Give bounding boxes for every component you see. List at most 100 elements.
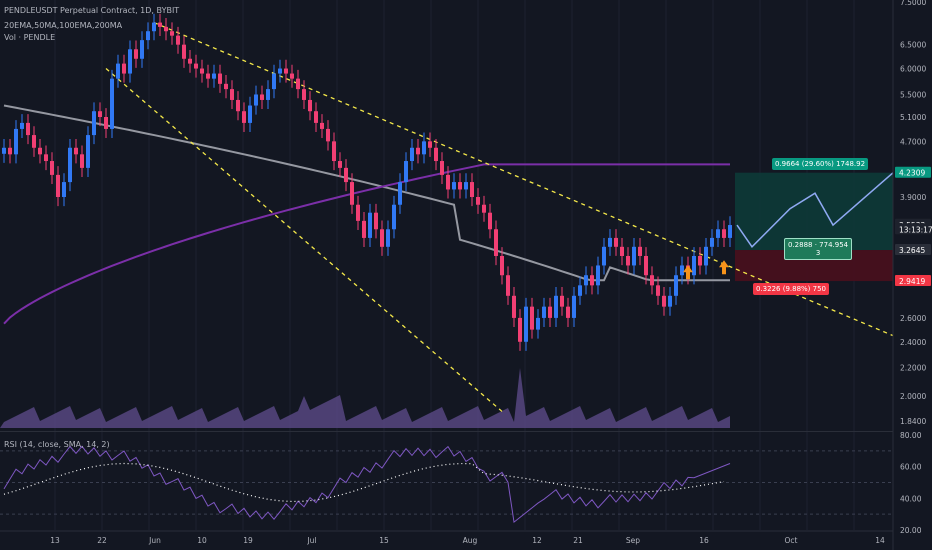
candle-body [716,229,720,238]
price-badge [895,166,931,178]
candle-body [2,147,6,154]
symbol-legend[interactable]: PENDLEUSDT Perpetual Contract, 1D, BYBIT [4,6,180,15]
candle-body [494,229,498,256]
rsi-tick-label: 20.00 [900,526,922,535]
candle-body [608,237,612,247]
candle-body [518,317,522,342]
candle-body [680,265,684,276]
time-tick-label: 22 [97,536,107,545]
candle-body [572,295,576,318]
moving-averages [3,104,730,325]
price-tick-label: 6.5000 [900,41,926,50]
candle-body [170,31,174,36]
price-badge [895,223,931,235]
candle-body [122,63,126,74]
candle-body [158,22,162,27]
candle-body [152,22,156,32]
price-tick-label: 5.5000 [900,90,926,99]
time-tick-label: 21 [573,536,583,545]
candle-body [380,229,384,247]
rsi-line [3,445,731,524]
candle-body [296,78,300,90]
candle-body [410,147,414,162]
projection-line [736,172,894,248]
price-tick-label: 3.9000 [900,193,926,202]
candle-body [320,122,324,129]
price-tick-label: 4.7000 [900,137,926,146]
position-zones [735,172,893,282]
candle-body [704,246,708,266]
time-tick-label: 19 [243,536,253,545]
candle-body [164,26,168,32]
price-axis[interactable]: 7.5000 6.5000 6.0000 5.5000 5.1000 4.7000 4.23… [892,0,932,550]
ma-legend[interactable]: 20EMA,50MA,100EMA,200MA [4,21,123,30]
candle-body [632,246,636,266]
candle-body [98,111,102,118]
candle-body [362,220,366,238]
price-tick-label: 2.4000 [900,338,926,347]
volume-area [0,368,730,428]
candle-body [344,167,348,183]
candle-body [302,89,306,100]
price-tick-label: 5.1000 [900,113,926,122]
candle-body [536,317,540,330]
candle-body [476,196,480,205]
candle-body [404,161,408,183]
candle-body [272,73,276,90]
candle-body [38,147,42,155]
candle-body [182,44,186,59]
price-tick-label: 6.0000 [900,65,926,74]
price-tick-label: 7.5000 [900,0,926,7]
candle-body [140,40,144,59]
candle-body [554,295,558,318]
rsi-legend[interactable]: RSI (14, close, SMA, 14, 2) [4,440,110,449]
candle-body [212,73,216,79]
price-badge-label: 3.2645 [899,246,925,255]
ma-grey-line [3,104,730,282]
candle-body [500,255,504,276]
candle-body [188,58,192,64]
time-axis[interactable]: 13 22 Jun 10 19 Jul 15 Aug 12 21 Sep 16 Oct 14 [0,530,893,545]
candle-body [128,49,132,74]
candle-body [674,275,678,296]
rsi-tick-label: 60.00 [900,463,922,472]
price-badge-label: 4.2309 [899,169,925,178]
candle-body [62,182,66,197]
candle-body [440,161,444,175]
candle-body [446,174,450,190]
candle-body [116,63,120,79]
time-tick-label: 10 [197,536,207,545]
time-tick-label: 12 [532,536,542,545]
candle-body [506,275,510,296]
price-tick-label: 1.8400 [900,417,926,426]
time-tick-label: 16 [699,536,709,545]
price-badge-label: 2.9419 [899,277,925,286]
entry-label-line1: 0.2888 · 774.954 [788,241,849,249]
candle-body [224,83,228,90]
candle-body [482,204,486,213]
candle-body [20,122,24,129]
candle-body [530,306,534,330]
candle-body [104,117,108,129]
trendlines [105,21,894,412]
candle-body [566,306,570,318]
candle-body [722,229,726,238]
candle-body [590,275,594,286]
candle-body [434,147,438,162]
candle-body [656,285,660,296]
candle-body [68,147,72,183]
candle-body [326,128,330,142]
candle-body [596,265,600,286]
rsi-tick-label: 80.00 [900,431,922,440]
candle-body [290,73,294,79]
candle-body [8,147,12,155]
candle-body [644,255,648,276]
candle-body [44,154,48,162]
candle-body [308,99,312,112]
volume-legend[interactable]: Vol · PENDLE [4,33,56,42]
pane-separator[interactable] [0,431,893,432]
chart-grid [54,0,855,530]
candle-body [458,182,462,190]
price-badge [895,244,931,256]
